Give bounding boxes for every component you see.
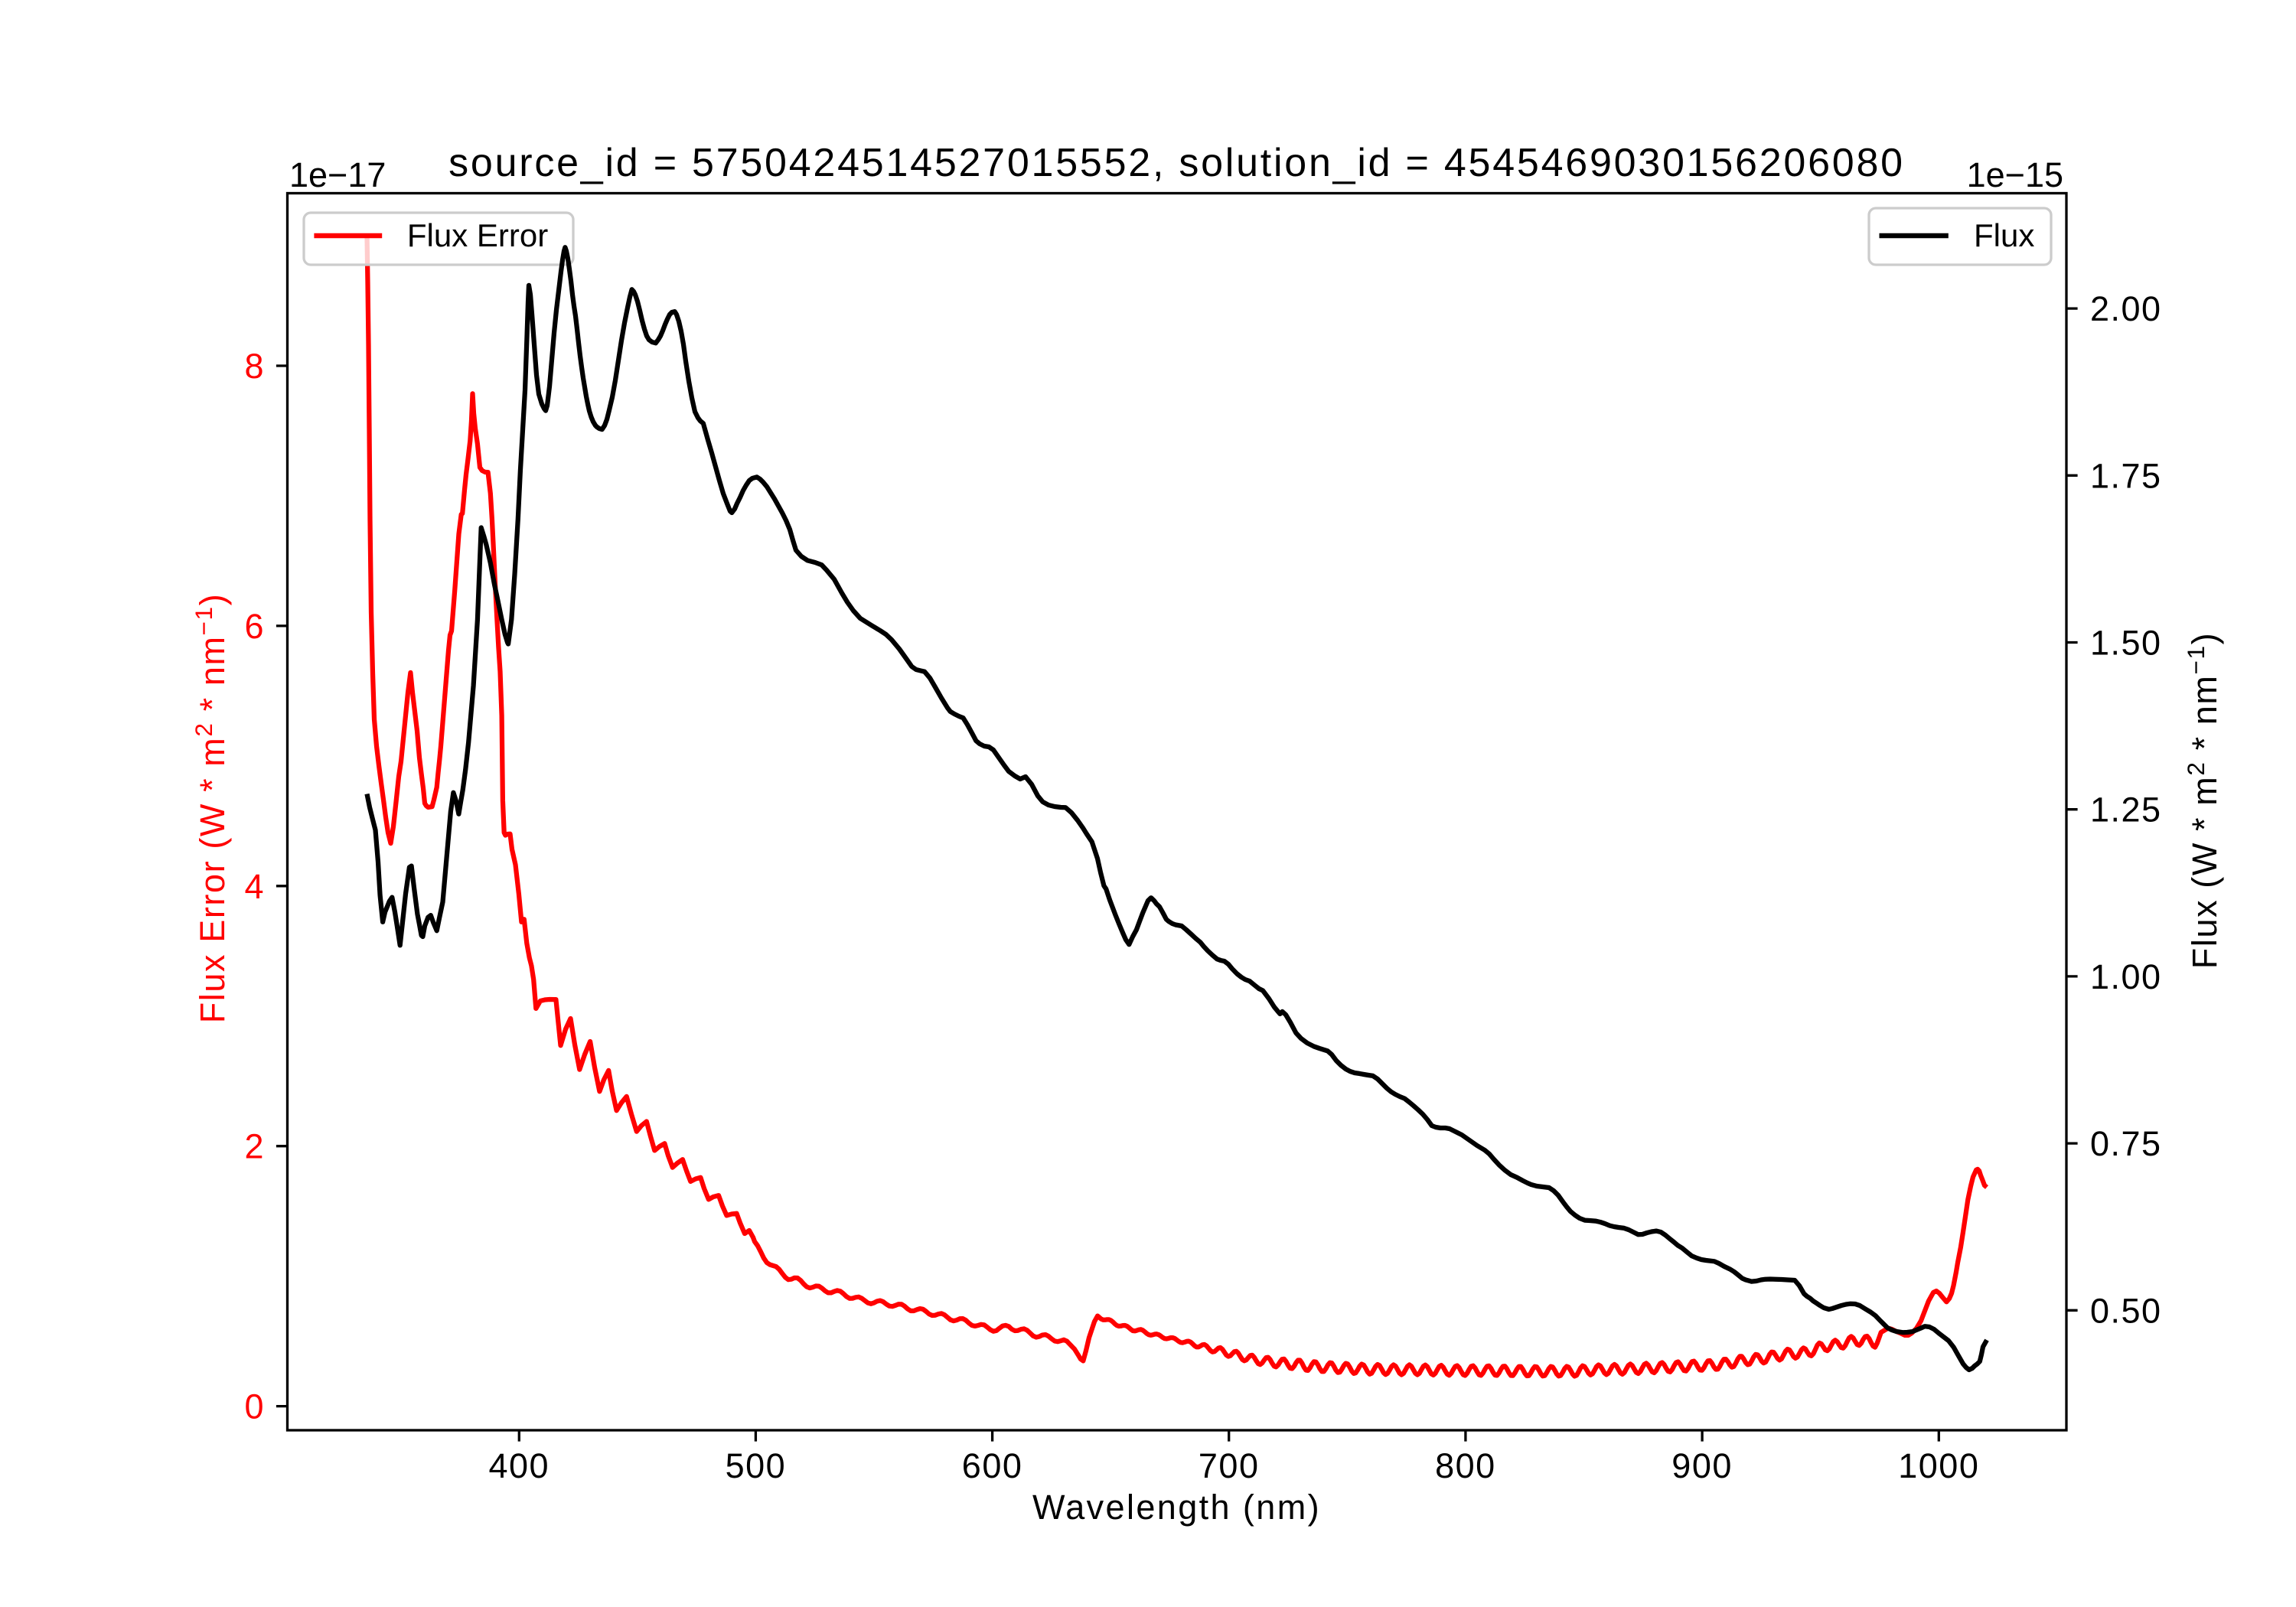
svg-text:1.50: 1.50 bbox=[2090, 624, 2162, 663]
svg-text:1e−17: 1e−17 bbox=[289, 155, 386, 194]
svg-text:1e−15: 1e−15 bbox=[1967, 155, 2063, 194]
svg-text:1.75: 1.75 bbox=[2090, 456, 2162, 495]
svg-text:0.75: 0.75 bbox=[2090, 1124, 2162, 1163]
svg-text:1.25: 1.25 bbox=[2090, 790, 2162, 830]
svg-text:2: 2 bbox=[244, 1127, 265, 1166]
svg-text:800: 800 bbox=[1435, 1446, 1496, 1485]
svg-text:900: 900 bbox=[1671, 1446, 1733, 1485]
svg-text:Flux Error: Flux Error bbox=[407, 217, 548, 253]
svg-text:0.50: 0.50 bbox=[2090, 1291, 2162, 1330]
svg-text:source_id = 575042451452701555: source_id = 5750424514527015552, solutio… bbox=[448, 141, 1905, 185]
svg-text:Flux Error (W * m2 * nm−1): Flux Error (W * m2 * nm−1) bbox=[190, 593, 232, 1024]
svg-text:Flux: Flux bbox=[1974, 217, 2034, 253]
svg-text:2.00: 2.00 bbox=[2090, 289, 2162, 328]
svg-text:400: 400 bbox=[489, 1446, 550, 1485]
svg-text:500: 500 bbox=[726, 1446, 787, 1485]
svg-text:Wavelength (nm): Wavelength (nm) bbox=[1032, 1488, 1321, 1527]
svg-text:0: 0 bbox=[244, 1387, 265, 1426]
svg-text:1000: 1000 bbox=[1898, 1446, 1979, 1485]
svg-text:6: 6 bbox=[244, 607, 265, 646]
svg-text:1.00: 1.00 bbox=[2090, 957, 2162, 996]
svg-text:Flux (W * m2 * nm−1): Flux (W * m2 * nm−1) bbox=[2182, 632, 2224, 969]
svg-text:600: 600 bbox=[962, 1446, 1023, 1485]
svg-text:700: 700 bbox=[1199, 1446, 1260, 1485]
svg-text:8: 8 bbox=[244, 347, 265, 386]
svg-text:4: 4 bbox=[244, 867, 265, 906]
